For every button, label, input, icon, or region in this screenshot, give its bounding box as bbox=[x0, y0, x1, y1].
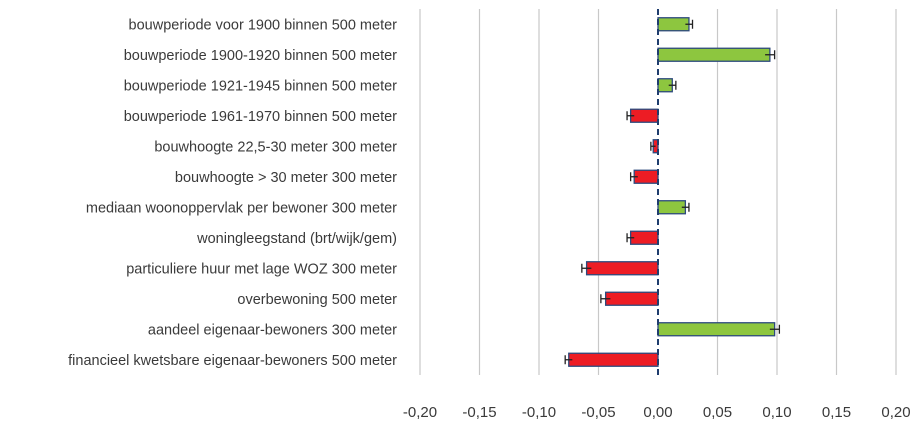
grid-lines bbox=[419, 9, 897, 375]
x-tick-label: 0,15 bbox=[822, 404, 851, 421]
category-label: aandeel eigenaar-bewoners 300 meter bbox=[148, 322, 397, 338]
category-label: bouwperiode voor 1900 binnen 500 meter bbox=[129, 17, 398, 33]
x-tick-label: 0,05 bbox=[703, 404, 732, 421]
bar bbox=[657, 17, 690, 32]
category-label: mediaan woonoppervlak per bewoner 300 me… bbox=[86, 200, 397, 216]
bar bbox=[604, 291, 659, 306]
category-label: bouwperiode 1961-1970 binnen 500 meter bbox=[124, 109, 397, 125]
category-label: bouwhoogte > 30 meter 300 meter bbox=[175, 170, 397, 186]
bar bbox=[568, 352, 659, 367]
x-axis-tick-labels: -0,20 -0,15 -0,10 -0,05 0,00 0,05 0,10 0,15 0,20 bbox=[403, 404, 911, 421]
x-tick-label: -0,20 bbox=[403, 404, 437, 421]
category-label: bouwperiode 1921-1945 binnen 500 meter bbox=[124, 78, 397, 94]
bar bbox=[629, 230, 659, 245]
category-label: bouwperiode 1900-1920 binnen 500 meter bbox=[124, 48, 397, 64]
bar bbox=[585, 261, 659, 276]
x-tick-label: -0,05 bbox=[581, 404, 615, 421]
bar bbox=[629, 108, 659, 123]
x-tick-label: 0,20 bbox=[881, 404, 910, 421]
category-label: bouwhoogte 22,5-30 meter 300 meter bbox=[154, 139, 397, 155]
bar bbox=[657, 47, 771, 62]
x-tick-label: -0,15 bbox=[462, 404, 496, 421]
category-label: overbewoning 500 meter bbox=[237, 292, 397, 308]
x-tick-label: 0,10 bbox=[762, 404, 791, 421]
category-label: particuliere huur met lage WOZ 300 meter bbox=[126, 261, 397, 277]
bar bbox=[657, 200, 687, 215]
bar bbox=[657, 322, 776, 337]
bars bbox=[564, 17, 781, 367]
category-labels: bouwperiode voor 1900 binnen 500 meter bo… bbox=[68, 17, 397, 369]
category-label: financieel kwetsbare eigenaar-bewoners 5… bbox=[68, 353, 397, 369]
x-tick-label: -0,10 bbox=[522, 404, 556, 421]
category-label: woningleegstand (brt/wijk/gem) bbox=[196, 231, 397, 247]
x-tick-label: 0,00 bbox=[643, 404, 672, 421]
